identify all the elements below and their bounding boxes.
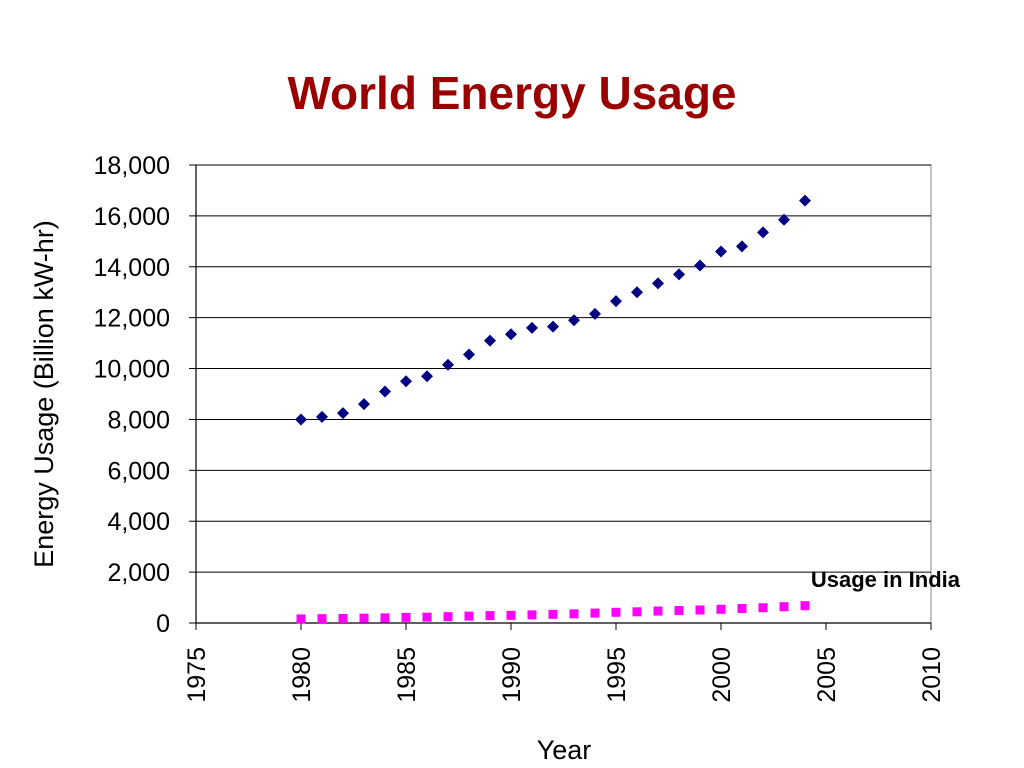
chart-title: World Energy Usage	[287, 67, 737, 119]
data-point-diamond	[316, 410, 328, 423]
data-point-square	[317, 614, 327, 624]
y-tick-label: 10,000	[94, 356, 170, 384]
data-point-diamond	[526, 321, 538, 334]
x-axis-title: Year	[537, 735, 592, 765]
data-point-square	[800, 601, 810, 611]
data-point-square	[674, 606, 684, 616]
data-point-diamond	[463, 348, 475, 361]
x-tick-label: 1985	[393, 647, 421, 703]
data-point-diamond	[652, 277, 664, 290]
y-tick-label: 6,000	[107, 457, 170, 485]
data-point-diamond	[484, 334, 496, 347]
x-tick-label: 2000	[708, 647, 736, 703]
series-1	[295, 194, 811, 426]
data-point-diamond	[694, 259, 706, 272]
data-point-square	[296, 614, 306, 624]
y-axis-ticks: 0 2,000 4,000 6,000 8,000 10,000 12,000 14,000 1…	[94, 152, 196, 638]
data-point-diamond	[778, 213, 790, 226]
data-point-square	[779, 602, 789, 612]
data-point-square	[401, 612, 411, 622]
data-point-diamond	[379, 385, 391, 398]
data-point-square	[548, 609, 558, 619]
india-usage-annotation: Usage in India	[811, 567, 961, 592]
data-point-square	[653, 606, 663, 616]
x-tick-label: 1980	[288, 647, 316, 703]
data-point-diamond	[295, 413, 307, 426]
series-2	[296, 601, 810, 624]
x-tick-label: 1995	[603, 647, 631, 703]
y-tick-label: 18,000	[94, 152, 170, 180]
plot-area	[195, 164, 932, 624]
x-axis-ticks: 1975 1980 1985 1990 1995 2000 2005 2010	[183, 623, 946, 703]
data-point-diamond	[547, 320, 559, 333]
data-point-diamond	[799, 194, 811, 207]
data-point-diamond	[589, 307, 601, 320]
y-tick-label: 0	[156, 610, 170, 638]
data-point-diamond	[736, 240, 748, 253]
plot-border	[195, 164, 932, 624]
series-layer	[295, 194, 811, 624]
data-point-square	[359, 613, 369, 623]
x-tick-label: 2010	[918, 647, 946, 703]
y-tick-label: 16,000	[94, 203, 170, 231]
data-point-diamond	[505, 328, 517, 341]
data-point-square	[737, 603, 747, 613]
data-point-square	[695, 605, 705, 615]
data-point-square	[632, 607, 642, 617]
data-point-diamond	[337, 407, 349, 420]
data-point-square	[569, 609, 579, 619]
data-point-square	[338, 613, 348, 623]
data-point-square	[527, 610, 537, 620]
data-point-square	[506, 610, 516, 620]
data-point-diamond	[757, 226, 769, 239]
data-point-diamond	[610, 295, 622, 308]
data-point-square	[422, 612, 432, 622]
data-point-diamond	[400, 375, 412, 388]
y-tick-label: 2,000	[107, 559, 170, 587]
x-tick-label: 2005	[813, 647, 841, 703]
data-point-diamond	[421, 370, 433, 383]
data-point-diamond	[568, 314, 580, 327]
data-point-diamond	[715, 245, 727, 258]
data-point-diamond	[673, 268, 685, 281]
x-tick-label: 1975	[183, 647, 211, 703]
data-point-diamond	[442, 358, 454, 371]
data-point-square	[380, 613, 390, 623]
data-point-square	[590, 608, 600, 618]
data-point-diamond	[358, 398, 370, 411]
data-point-square	[758, 603, 768, 613]
data-point-square	[485, 611, 495, 621]
gridlines	[196, 164, 931, 573]
data-point-diamond	[631, 286, 643, 299]
y-axis-title: Energy Usage (Billion kW-hr)	[29, 220, 59, 568]
y-tick-label: 14,000	[94, 254, 170, 282]
data-point-square	[716, 604, 726, 614]
data-point-square	[611, 607, 621, 617]
data-point-square	[443, 612, 453, 622]
y-tick-label: 12,000	[94, 305, 170, 333]
y-tick-label: 8,000	[107, 406, 170, 434]
data-point-square	[464, 611, 474, 621]
x-tick-label: 1990	[498, 647, 526, 703]
y-tick-label: 4,000	[107, 508, 170, 536]
